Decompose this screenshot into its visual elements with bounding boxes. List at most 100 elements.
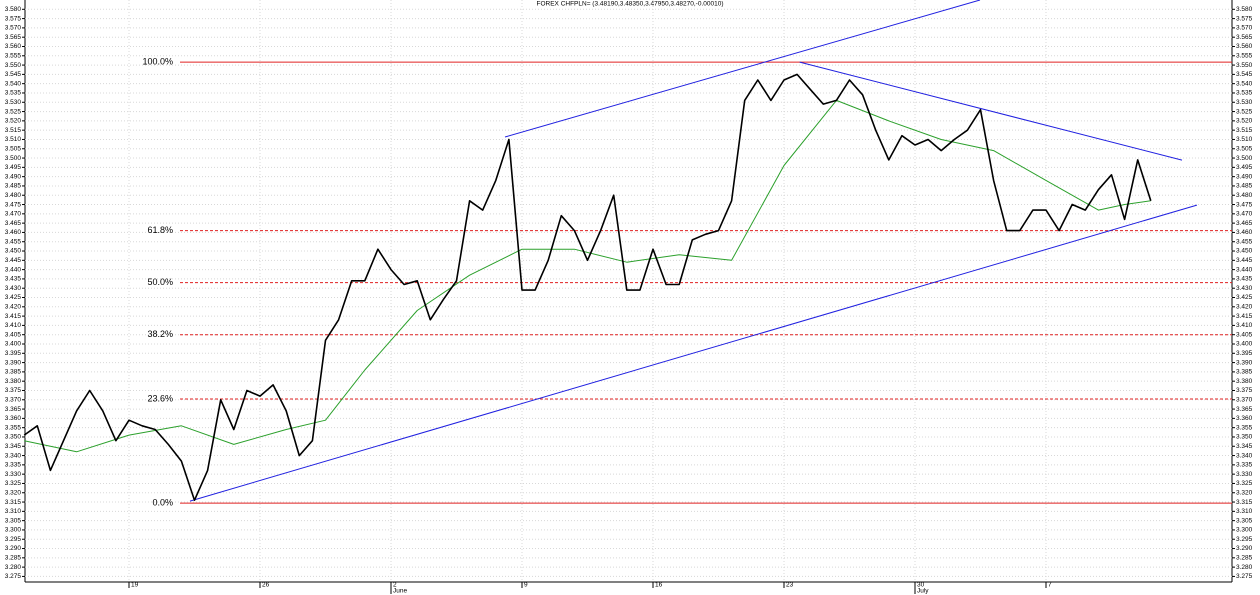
y-tick-label: 3.560 <box>5 43 22 50</box>
y-tick-label: 3.490 <box>1236 173 1253 180</box>
y-tick-label: 3.280 <box>1236 564 1253 571</box>
y-tick-label: 3.340 <box>5 452 22 459</box>
x-tick-label: 19 <box>131 582 139 589</box>
y-tick-label: 3.515 <box>1236 127 1253 134</box>
y-tick-label: 3.330 <box>5 471 22 478</box>
price-line <box>23 73 1152 501</box>
month-label: July <box>917 588 929 595</box>
y-tick-label: 3.410 <box>5 322 22 329</box>
y-tick-label: 3.550 <box>5 62 22 69</box>
y-tick-label: 3.535 <box>1236 90 1253 97</box>
y-tick-label: 3.345 <box>5 443 22 450</box>
month-label: June <box>393 588 407 595</box>
y-tick-label: 3.530 <box>5 99 22 106</box>
x-tick-label: 23 <box>786 582 794 589</box>
y-tick-label: 3.330 <box>1236 471 1253 478</box>
y-tick-label: 3.515 <box>5 127 22 134</box>
x-tick-label: 16 <box>655 582 663 589</box>
y-tick-label: 3.535 <box>5 90 22 97</box>
y-tick-label: 3.485 <box>5 183 22 190</box>
x-tick-label: 9 <box>524 582 528 589</box>
y-tick-label: 3.305 <box>5 517 22 524</box>
y-tick-label: 3.385 <box>5 369 22 376</box>
y-tick-label: 3.520 <box>1236 118 1253 125</box>
y-tick-label: 3.525 <box>1236 108 1253 115</box>
y-tick-label: 3.355 <box>5 424 22 431</box>
y-tick-label: 3.365 <box>5 406 22 413</box>
y-tick-label: 3.310 <box>1236 508 1253 515</box>
y-tick-label: 3.440 <box>1236 266 1253 273</box>
y-tick-label: 3.455 <box>1236 238 1253 245</box>
chart-title: FOREX CHFPLN= (3.48190,3.48350,3.47950,3… <box>537 1 724 8</box>
y-tick-label: 3.370 <box>1236 396 1253 403</box>
y-tick-label: 3.505 <box>1236 145 1253 152</box>
y-tick-label: 3.385 <box>1236 369 1253 376</box>
y-tick-label: 3.545 <box>5 71 22 78</box>
y-tick-label: 3.320 <box>5 489 22 496</box>
y-tick-label: 3.370 <box>5 396 22 403</box>
y-tick-label: 3.560 <box>1236 43 1253 50</box>
y-tick-label: 3.575 <box>1236 15 1253 22</box>
y-tick-label: 3.570 <box>5 25 22 32</box>
y-tick-label: 3.360 <box>1236 415 1253 422</box>
fib-label: 23.6% <box>147 393 173 403</box>
y-tick-label: 3.405 <box>5 331 22 338</box>
y-tick-label: 3.465 <box>5 220 22 227</box>
y-tick-label: 3.295 <box>5 536 22 543</box>
y-tick-label: 3.525 <box>5 108 22 115</box>
y-tick-label: 3.460 <box>1236 229 1253 236</box>
y-tick-label: 3.530 <box>1236 99 1253 106</box>
y-tick-label: 3.470 <box>5 211 22 218</box>
y-tick-label: 3.425 <box>5 294 22 301</box>
y-tick-label: 3.430 <box>1236 285 1253 292</box>
y-tick-label: 3.510 <box>1236 136 1253 143</box>
x-tick-label: 26 <box>262 582 270 589</box>
y-tick-label: 3.450 <box>5 248 22 255</box>
fib-label: 50.0% <box>147 277 173 287</box>
y-tick-label: 3.335 <box>1236 462 1253 469</box>
y-tick-label: 3.480 <box>1236 192 1253 199</box>
y-tick-label: 3.355 <box>1236 424 1253 431</box>
y-tick-label: 3.360 <box>5 415 22 422</box>
y-tick-label: 3.345 <box>1236 443 1253 450</box>
y-tick-label: 3.290 <box>5 545 22 552</box>
y-tick-label: 3.375 <box>5 387 22 394</box>
y-tick-label: 3.565 <box>1236 34 1253 41</box>
y-tick-label: 3.390 <box>5 359 22 366</box>
y-tick-label: 3.320 <box>1236 489 1253 496</box>
y-tick-label: 3.285 <box>5 555 22 562</box>
y-tick-label: 3.580 <box>5 6 22 13</box>
fib-label: 0.0% <box>152 498 173 508</box>
y-tick-label: 3.545 <box>1236 71 1253 78</box>
y-tick-label: 3.300 <box>1236 527 1253 534</box>
y-tick-label: 3.570 <box>1236 25 1253 32</box>
y-tick-label: 3.365 <box>1236 406 1253 413</box>
y-tick-label: 3.480 <box>5 192 22 199</box>
y-tick-label: 3.495 <box>1236 164 1253 171</box>
y-tick-label: 3.475 <box>1236 201 1253 208</box>
y-tick-label: 3.555 <box>5 53 22 60</box>
y-tick-label: 3.435 <box>5 276 22 283</box>
y-tick-label: 3.540 <box>5 80 22 87</box>
y-tick-label: 3.420 <box>5 304 22 311</box>
trend-line <box>504 0 981 138</box>
y-tick-label: 3.540 <box>1236 80 1253 87</box>
y-tick-label: 3.425 <box>1236 294 1253 301</box>
y-tick-label: 3.305 <box>1236 517 1253 524</box>
y-tick-label: 3.275 <box>5 573 22 580</box>
y-tick-label: 3.280 <box>5 564 22 571</box>
y-tick-label: 3.295 <box>1236 536 1253 543</box>
y-tick-label: 3.380 <box>5 378 22 385</box>
fib-label: 100.0% <box>142 56 173 66</box>
y-tick-label: 3.505 <box>5 145 22 152</box>
trend-line <box>189 204 1198 502</box>
y-tick-label: 3.275 <box>1236 573 1253 580</box>
y-tick-label: 3.470 <box>1236 211 1253 218</box>
y-tick-label: 3.445 <box>1236 257 1253 264</box>
y-tick-label: 3.565 <box>5 34 22 41</box>
y-tick-label: 3.485 <box>1236 183 1253 190</box>
y-tick-label: 3.400 <box>5 341 22 348</box>
y-tick-label: 3.430 <box>5 285 22 292</box>
y-tick-label: 3.440 <box>5 266 22 273</box>
y-tick-label: 3.420 <box>1236 304 1253 311</box>
